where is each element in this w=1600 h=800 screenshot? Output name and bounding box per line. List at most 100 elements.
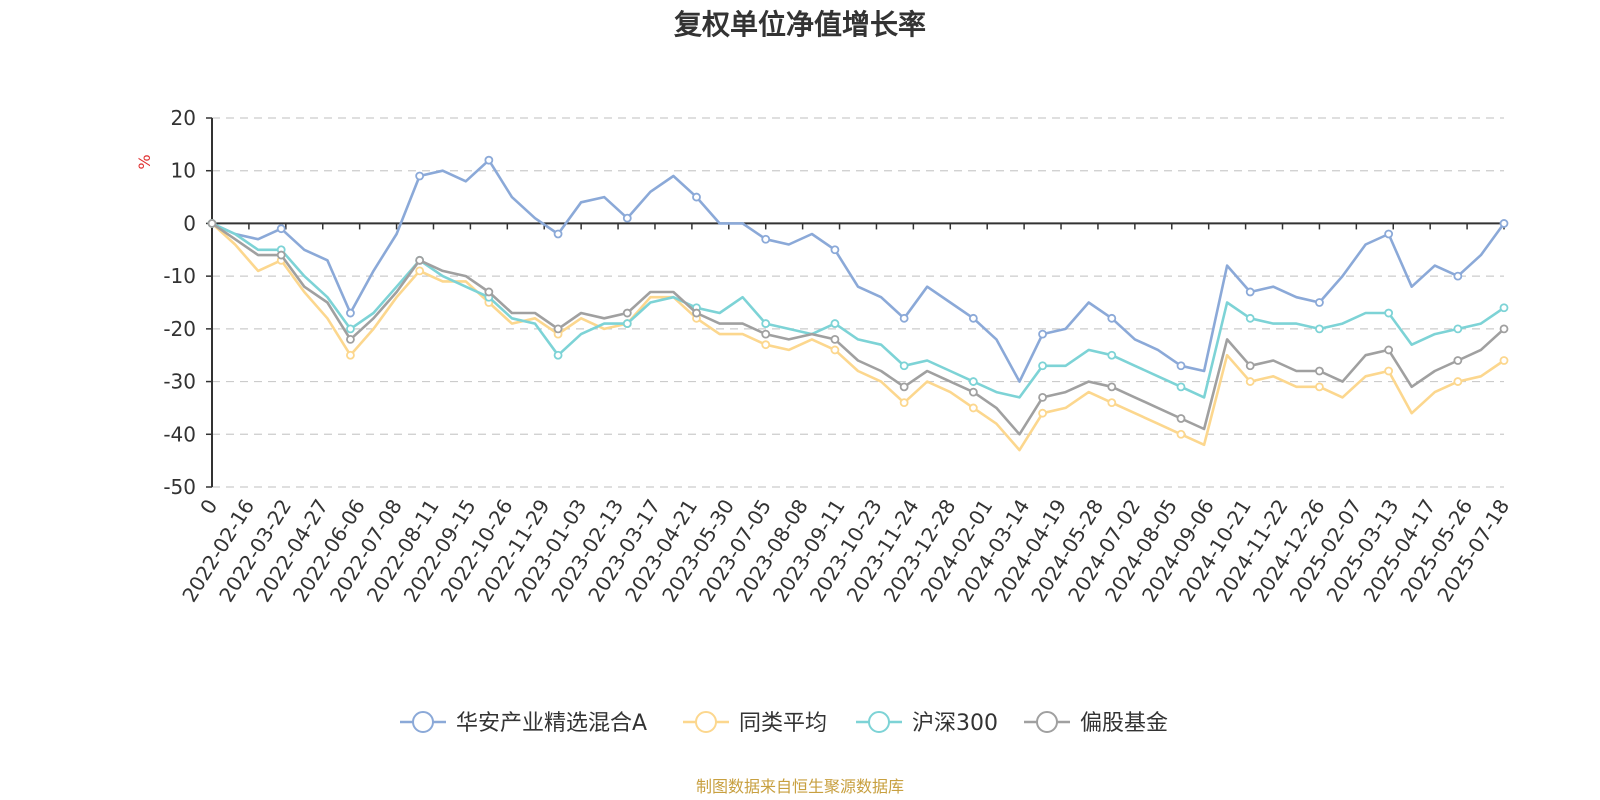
y-tick-labels: 20 10 0 -10 -20 -30 -40 -50: [163, 106, 196, 499]
series-line: [211, 158, 1506, 383]
axes: [206, 117, 1505, 488]
y-tick-label: -10: [163, 264, 196, 288]
data-point: [1176, 382, 1186, 392]
data-point: [761, 234, 771, 244]
data-point: [830, 245, 840, 255]
chart-title: 复权单位净值增长率: [674, 8, 926, 41]
data-point: [1384, 366, 1394, 376]
series-lines: [207, 155, 1509, 452]
legend-label: 偏股基金: [1080, 711, 1168, 736]
grid-lines: [212, 117, 1504, 488]
data-point: [1107, 350, 1117, 360]
legend-label: 沪深300: [912, 711, 998, 736]
data-point: [553, 324, 563, 334]
data-point: [899, 398, 909, 408]
y-tick-label: -20: [163, 317, 196, 341]
data-point: [415, 266, 425, 276]
data-point: [1038, 329, 1047, 339]
data-point: [276, 250, 286, 260]
data-point: [1107, 313, 1117, 323]
data-point: [1499, 356, 1509, 365]
y-tick-label: 20: [171, 106, 196, 130]
data-point: [622, 319, 632, 328]
y-tick-label: -30: [163, 370, 196, 394]
data-point: [830, 319, 840, 328]
data-point: [1499, 324, 1509, 334]
data-point: [622, 213, 632, 223]
series-line: [211, 222, 1505, 399]
legend-item[interactable]: 沪深300: [856, 711, 998, 736]
data-point: [899, 382, 909, 392]
data-point: [346, 334, 355, 344]
data-point: [1038, 392, 1047, 402]
data-point: [692, 192, 701, 202]
data-point: [207, 219, 217, 228]
data-point: [1245, 287, 1255, 297]
data-point: [692, 308, 701, 318]
data-point: [553, 229, 563, 239]
data-point: [830, 345, 840, 355]
y-tick-label: -40: [163, 422, 196, 446]
data-point: [1453, 377, 1463, 386]
data-point: [968, 313, 978, 323]
legend-marker-icon: [1036, 711, 1058, 733]
data-point: [830, 334, 840, 344]
data-point: [1384, 345, 1394, 355]
data-point: [1315, 382, 1324, 392]
data-point: [1176, 414, 1186, 423]
data-point: [1315, 324, 1324, 334]
data-point: [553, 350, 563, 360]
legend-marker-icon: [695, 711, 717, 733]
data-point: [1315, 298, 1324, 307]
x-tick-labels: 02022-02-162022-03-222022-04-272022-06-0…: [177, 495, 1514, 606]
legend-item[interactable]: 同类平均: [683, 711, 827, 736]
data-point: [622, 308, 632, 318]
x-tick-label: 0: [195, 495, 222, 519]
legend-label: 华安产业精选混合A: [456, 711, 647, 736]
data-point: [1499, 303, 1509, 313]
legend-label: 同类平均: [739, 711, 827, 736]
legend[interactable]: 华安产业精选混合A 同类平均 沪深300 偏股基金: [400, 711, 1168, 736]
data-point: [1107, 382, 1117, 392]
legend-marker-icon: [412, 711, 434, 733]
data-point: [1176, 429, 1186, 439]
data-point: [968, 387, 978, 397]
data-point: [415, 171, 425, 181]
data-point: [968, 377, 978, 386]
data-point: [1499, 219, 1509, 228]
data-point: [484, 155, 494, 165]
data-point: [761, 319, 771, 328]
data-source-note: 制图数据来自恒生聚源数据库: [696, 777, 904, 796]
legend-marker-icon: [868, 711, 890, 733]
series-line: [211, 222, 1505, 436]
data-point: [1315, 366, 1324, 376]
data-point: [761, 340, 771, 350]
data-point: [1038, 361, 1047, 371]
data-point: [1245, 377, 1255, 386]
data-point: [1453, 356, 1463, 365]
data-point: [346, 324, 355, 334]
data-point: [761, 329, 771, 339]
y-tick-label: 10: [171, 159, 196, 183]
data-point: [1107, 398, 1117, 408]
data-point: [1384, 308, 1394, 318]
data-point: [899, 313, 909, 323]
y-tick-label: -50: [163, 475, 196, 499]
data-point: [1176, 361, 1186, 371]
legend-item[interactable]: 华安产业精选混合A: [400, 711, 647, 736]
data-point: [1038, 408, 1047, 418]
data-point: [1245, 313, 1255, 323]
data-point: [968, 403, 978, 413]
data-point: [346, 350, 355, 360]
data-point: [1245, 361, 1255, 371]
legend-item[interactable]: 偏股基金: [1024, 711, 1168, 736]
data-point: [415, 255, 425, 265]
y-axis-unit: %: [135, 154, 154, 169]
data-point: [276, 224, 286, 234]
series-line: [211, 222, 1505, 452]
data-point: [1453, 271, 1463, 281]
data-point: [1453, 324, 1463, 334]
y-tick-label: 0: [183, 211, 196, 235]
data-point: [484, 287, 494, 297]
